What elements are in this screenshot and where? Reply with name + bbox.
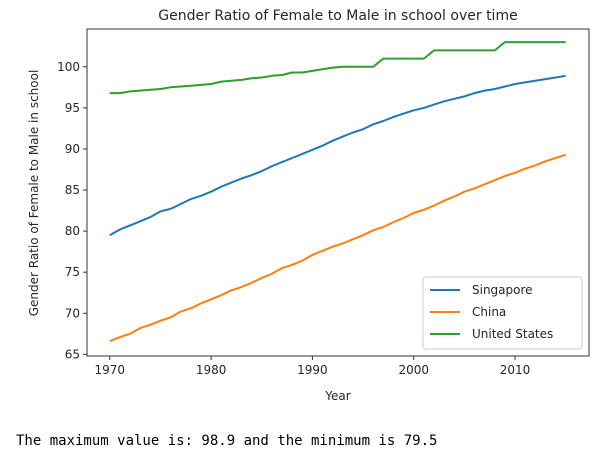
y-tick-label: 95 — [65, 101, 80, 115]
x-tick-label: 1980 — [196, 363, 227, 377]
axes-frame — [86, 28, 590, 357]
legend-label-singapore: Singapore — [472, 283, 533, 297]
y-tick-label: 70 — [65, 306, 80, 320]
legend-label-china: China — [472, 305, 506, 319]
x-tick-label: 2010 — [500, 363, 531, 377]
y-tick-label: 100 — [57, 60, 80, 74]
legend-label-united-states: United States — [472, 327, 553, 341]
x-axis-label: Year — [324, 389, 350, 403]
series-line-united-states — [109, 41, 566, 95]
series-layer — [109, 41, 567, 343]
y-tick-label: 80 — [65, 224, 80, 238]
series-line-singapore — [109, 74, 566, 237]
legend: Singapore China United States — [422, 276, 583, 350]
y-tick-label: 75 — [65, 265, 80, 279]
cell-output-text: The maximum value is: 98.9 and the minim… — [16, 433, 438, 449]
legend-box — [422, 276, 583, 350]
y-tick-label: 85 — [65, 183, 80, 197]
line-chart: Gender Ratio of Female to Male in school… — [27, 8, 590, 403]
y-tick-label: 90 — [65, 142, 80, 156]
x-tick-label: 1990 — [297, 363, 328, 377]
y-axis-label: Gender Ratio of Female to Male in school — [27, 70, 41, 317]
x-tick-label: 2000 — [398, 363, 429, 377]
y-tick-label: 65 — [65, 347, 80, 361]
x-axis: 1970 1980 1990 2000 2010 — [95, 356, 531, 377]
x-tick-label: 1970 — [95, 363, 126, 377]
plot-area — [86, 28, 590, 357]
y-axis: 65 70 75 80 85 90 95 100 — [57, 60, 87, 361]
series-line-china — [109, 153, 567, 343]
chart-title: Gender Ratio of Female to Male in school… — [158, 8, 517, 24]
